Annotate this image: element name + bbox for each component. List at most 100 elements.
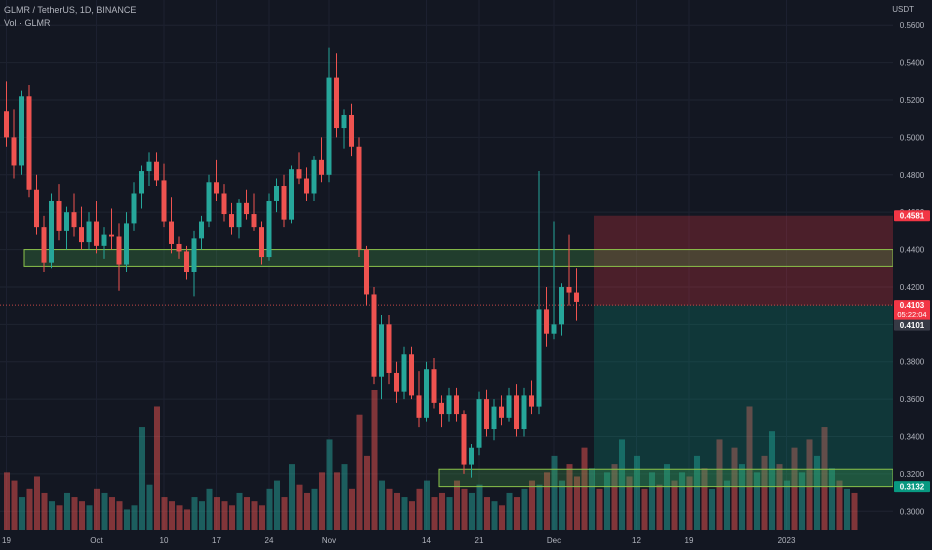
volume-bar xyxy=(461,488,468,530)
volume-bar xyxy=(131,505,138,530)
volume-bar xyxy=(64,492,70,530)
candle-body xyxy=(521,395,527,430)
volume-bar xyxy=(221,501,228,530)
candle-body xyxy=(139,171,144,194)
symbol-title[interactable]: GLMR / TetherUS, 1D, BINANCE xyxy=(4,5,137,15)
volume-bar xyxy=(746,406,753,530)
stop-loss-area xyxy=(594,215,893,306)
y-tick-label: 0.5600 xyxy=(900,21,925,30)
volume-bar xyxy=(814,455,820,530)
x-tick-label: 12 xyxy=(632,536,641,545)
volume-bar xyxy=(739,464,745,530)
candle-body xyxy=(506,395,512,418)
volume-bar xyxy=(604,472,610,530)
x-tick-label: 10 xyxy=(160,536,169,545)
candle-body xyxy=(364,249,369,295)
volume-bar xyxy=(161,497,168,530)
volume-bar xyxy=(401,497,408,530)
volume-bar xyxy=(259,505,265,530)
time-axis[interactable]: 19 Oct 10 17 24 Nov 14 21 Dec 12 19 2023 xyxy=(2,536,796,545)
volume-bar xyxy=(394,492,400,530)
volume-bar xyxy=(319,472,325,530)
candle-body xyxy=(574,292,579,302)
candle-body xyxy=(476,399,482,448)
volume-bar xyxy=(634,455,640,530)
volume-bar xyxy=(409,501,415,530)
volume-bar xyxy=(469,492,475,530)
volume-bar xyxy=(529,480,535,530)
volume-bar xyxy=(701,468,708,530)
candle-body xyxy=(536,309,542,407)
candle-body xyxy=(559,286,564,325)
candle-body xyxy=(371,294,377,377)
volume-bar xyxy=(574,476,580,530)
volume-bar xyxy=(214,497,220,530)
candle-body xyxy=(206,182,212,222)
volume-bar xyxy=(679,472,685,530)
volume-bar xyxy=(836,480,843,530)
entry-price-tag-bg xyxy=(894,319,930,331)
candle-body xyxy=(79,227,84,243)
volume-bar xyxy=(296,484,303,530)
chart-legend[interactable]: GLMR / TetherUS, 1D, BINANCE Vol · GLMR xyxy=(4,4,136,30)
volume-bar xyxy=(176,505,183,530)
candle-body xyxy=(116,236,122,265)
volume-bar xyxy=(476,484,483,530)
volume-bar xyxy=(536,484,543,530)
candle-body xyxy=(349,114,354,147)
candle-body xyxy=(41,227,47,263)
volume-bar xyxy=(454,480,460,530)
candle-body xyxy=(274,186,279,201)
volume-bar xyxy=(596,488,603,530)
stop-price-tag: 0.4581 xyxy=(900,212,925,221)
volume-bar xyxy=(116,501,123,530)
candle-body xyxy=(214,182,219,194)
volume-bar xyxy=(514,497,520,530)
y-tick-label: 0.4800 xyxy=(900,171,925,180)
volume-bar xyxy=(206,488,213,530)
volume-bar xyxy=(356,414,363,530)
y-tick-label: 0.3000 xyxy=(900,507,925,516)
candle-body xyxy=(124,223,129,265)
volume-bar xyxy=(521,488,528,530)
volume-bar xyxy=(694,455,700,530)
volume-bar xyxy=(154,406,160,530)
volume-bar xyxy=(139,427,145,530)
volume-bar xyxy=(491,501,498,530)
candle-body xyxy=(334,77,339,129)
price-axis-panel[interactable] xyxy=(893,0,932,550)
candle-body xyxy=(161,180,167,222)
volume-bar xyxy=(34,476,40,530)
candles xyxy=(4,47,579,478)
zones[interactable] xyxy=(23,215,894,488)
x-tick-label: Oct xyxy=(90,536,103,545)
volume-bar xyxy=(769,431,775,530)
volume-bar xyxy=(251,501,258,530)
volume-bar xyxy=(244,497,250,530)
volume-bar xyxy=(424,480,430,530)
volume-bar xyxy=(581,447,588,530)
candle-body xyxy=(461,414,467,465)
volume-bar xyxy=(754,472,760,530)
volume-bar xyxy=(656,484,663,530)
volume-bar xyxy=(544,472,550,530)
volume-bar xyxy=(146,484,153,530)
candle-body xyxy=(319,159,324,175)
volume-bars xyxy=(4,390,858,530)
volume-bar xyxy=(626,476,633,530)
volume-bar xyxy=(341,464,348,530)
candle-body xyxy=(251,214,257,228)
candle-body xyxy=(401,354,407,392)
candle-body xyxy=(326,77,332,175)
volume-bar xyxy=(821,427,828,530)
volume-indicator-title[interactable]: Vol · GLMR xyxy=(4,18,51,28)
y-tick-label: 0.3800 xyxy=(900,358,925,367)
x-tick-label: Nov xyxy=(322,536,336,545)
volume-bar xyxy=(71,497,78,530)
candle-body xyxy=(379,324,384,377)
volume-bar xyxy=(199,501,205,530)
candle-body xyxy=(454,395,459,415)
volume-bar xyxy=(41,492,48,530)
